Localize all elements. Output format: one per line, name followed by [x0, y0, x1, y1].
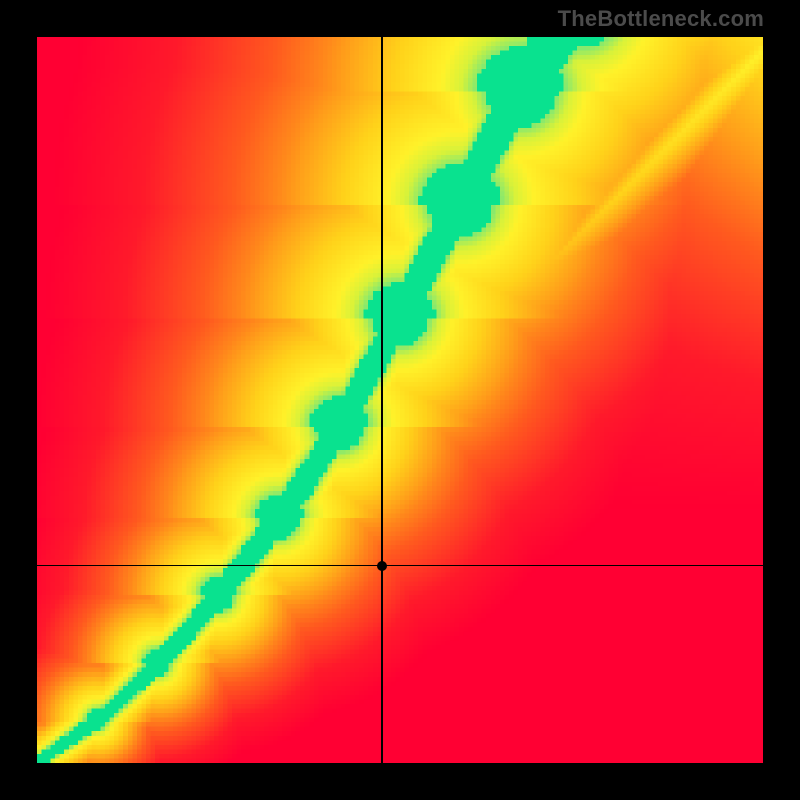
crosshair-vertical-line [381, 37, 383, 763]
watermark-label: TheBottleneck.com [558, 6, 764, 32]
crosshair-horizontal-line [37, 565, 763, 567]
bottleneck-heatmap-canvas [37, 37, 763, 763]
crosshair-marker-dot [377, 561, 387, 571]
